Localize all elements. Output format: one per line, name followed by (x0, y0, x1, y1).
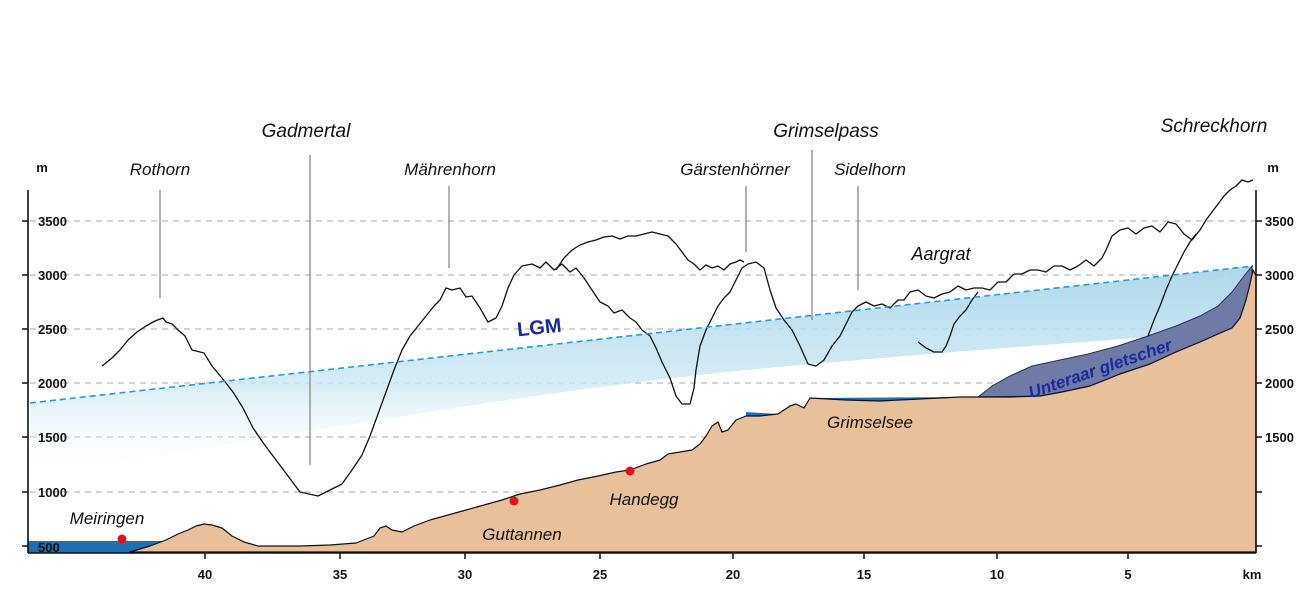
y-tick-right-1500: 1500 (1265, 430, 1294, 445)
x-tick-25: 25 (593, 567, 607, 582)
x-tick-5: 5 (1124, 567, 1131, 582)
marker-guttannen (509, 496, 519, 506)
x-tick-15: 15 (857, 567, 871, 582)
lgm-surface-line (29, 265, 1254, 404)
x-tick-40: 40 (198, 567, 212, 582)
label-rothorn: Rothorn (130, 160, 190, 179)
label-schreckhorn: Schreckhorn (1161, 116, 1268, 137)
y-tick-left-2000: 2000 (38, 376, 67, 391)
lgm-ice-body (30, 266, 1253, 478)
y-unit-left: m (36, 160, 48, 175)
label-maehrenhorn: Mährenhorn (404, 160, 496, 179)
leader-lines (159, 150, 859, 465)
ridge-aargrat-spur (917, 291, 979, 353)
label-handegg: Handegg (609, 490, 679, 509)
label-guttannen: Guttannen (482, 525, 561, 544)
ridge-schreckhorn-spur (1147, 233, 1197, 337)
marker-meiringen (117, 534, 127, 544)
y-tick-right-3500: 3500 (1265, 214, 1294, 229)
meiringen-lake (28, 541, 168, 553)
marker-handegg (625, 466, 635, 476)
label-gaerstenhoerner: Gärstenhörner (680, 160, 791, 179)
x-tick-35: 35 (333, 567, 347, 582)
ridge-lines (101, 179, 1254, 497)
tick-marks (22, 220, 1262, 559)
x-tick-30: 30 (458, 567, 472, 582)
x-tick-20: 20 (726, 567, 740, 582)
place-markers (117, 466, 635, 544)
y-tick-left-3500: 3500 (38, 214, 67, 229)
y-tick-left-2500: 2500 (38, 322, 67, 337)
y-unit-right: m (1267, 160, 1279, 175)
y-tick-right-3000: 3000 (1265, 268, 1294, 283)
y-tick-right-2000: 2000 (1265, 376, 1294, 391)
label-aargrat: Aargrat (910, 244, 971, 264)
label-grimselsee: Grimselsee (827, 413, 913, 432)
ridge-rothorn-gadmertal (101, 179, 1254, 497)
y-tick-right-2500: 2500 (1265, 322, 1294, 337)
x-tick-10: 10 (990, 567, 1004, 582)
label-gadmertal: Gadmertal (262, 121, 351, 142)
valley-floor-terrain (129, 269, 1257, 553)
x-unit: km (1243, 567, 1262, 582)
label-lgm: LGM (516, 315, 562, 342)
y-tick-left-1000: 1000 (38, 485, 67, 500)
y-tick-left-500: 500 (38, 540, 60, 555)
ridge-maehrenhorn-back (555, 231, 745, 271)
y-tick-left-1500: 1500 (38, 430, 67, 445)
y-tick-left-3000: 3000 (38, 268, 67, 283)
label-grimselpass: Grimselpass (773, 121, 879, 142)
label-meiringen: Meiringen (70, 509, 145, 528)
label-sidelhorn: Sidelhorn (834, 160, 906, 179)
